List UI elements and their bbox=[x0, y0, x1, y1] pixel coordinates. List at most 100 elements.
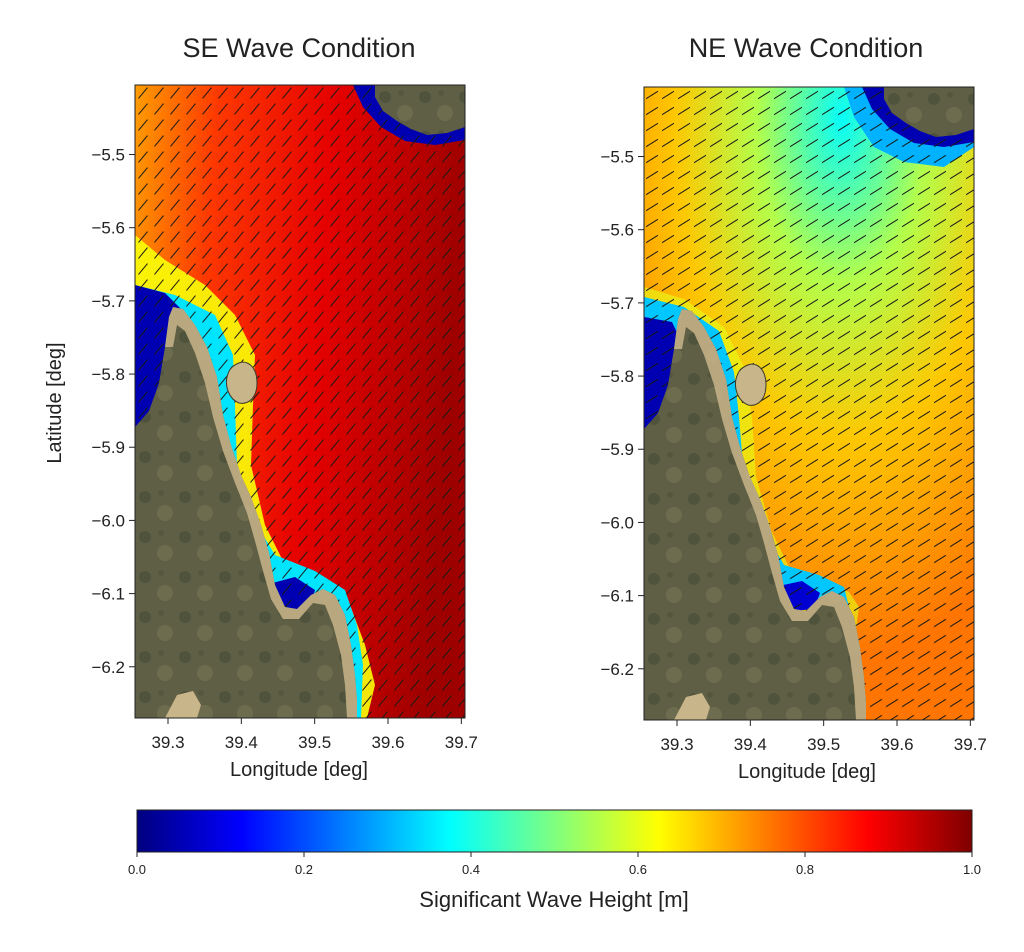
arrow-mark bbox=[410, 231, 420, 243]
arrow-mark bbox=[426, 279, 436, 291]
arrow-mark bbox=[901, 490, 915, 500]
arrow-mark bbox=[314, 519, 324, 531]
arrow-mark bbox=[282, 359, 292, 371]
arrow-mark bbox=[901, 346, 915, 356]
arrow-mark bbox=[394, 695, 404, 707]
arrow-mark bbox=[298, 199, 308, 211]
arrow-mark bbox=[442, 599, 452, 611]
arrow-mark bbox=[314, 87, 324, 99]
arrow-mark bbox=[805, 218, 819, 228]
x-tick-label: 39.6 bbox=[880, 735, 913, 754]
arrow-mark bbox=[394, 247, 404, 259]
arrow-mark bbox=[837, 538, 851, 548]
arrow-mark bbox=[805, 586, 819, 596]
arrow-mark bbox=[410, 295, 420, 307]
arrow-mark bbox=[250, 391, 260, 403]
arrow-mark bbox=[725, 330, 739, 340]
arrow-mark bbox=[218, 311, 228, 323]
arrow-mark bbox=[458, 665, 465, 675]
arrow-mark bbox=[869, 602, 883, 612]
arrow-mark bbox=[789, 314, 803, 324]
arrow-mark bbox=[266, 263, 276, 275]
arrow-mark bbox=[949, 234, 963, 244]
arrow-mark bbox=[917, 698, 931, 708]
arrow-mark bbox=[394, 263, 404, 275]
arrow-mark bbox=[250, 167, 260, 179]
arrow-mark bbox=[821, 202, 835, 212]
arrow-mark bbox=[885, 170, 899, 180]
arrow-mark bbox=[314, 359, 324, 371]
arrow-mark bbox=[362, 407, 372, 419]
arrow-mark bbox=[362, 615, 372, 627]
arrow-mark bbox=[426, 215, 436, 227]
arrow-mark bbox=[853, 218, 867, 228]
arrow-mark bbox=[917, 442, 931, 452]
arrow-mark bbox=[426, 375, 436, 387]
arrow-mark bbox=[346, 503, 356, 515]
arrow-mark bbox=[677, 106, 691, 116]
arrow-mark bbox=[933, 458, 947, 468]
arrow-mark bbox=[138, 263, 148, 275]
arrow-mark bbox=[362, 215, 372, 227]
offshore-island bbox=[735, 363, 767, 406]
y-tick-label: −5.5 bbox=[600, 148, 634, 167]
arrow-mark bbox=[741, 90, 755, 100]
arrow-mark bbox=[298, 359, 308, 371]
arrow-mark bbox=[218, 135, 228, 147]
arrow-mark bbox=[330, 151, 340, 163]
arrow-mark bbox=[789, 442, 803, 452]
arrow-mark bbox=[458, 137, 465, 147]
arrow-mark bbox=[346, 167, 356, 179]
arrow-mark bbox=[282, 135, 292, 147]
arrow-mark bbox=[661, 218, 675, 228]
arrow-mark bbox=[837, 362, 851, 372]
arrow-mark bbox=[917, 282, 931, 292]
coastline-land bbox=[644, 87, 974, 720]
arrow-mark bbox=[346, 199, 356, 211]
arrow-mark bbox=[426, 183, 436, 195]
arrow-mark bbox=[282, 439, 292, 451]
arrow-mark bbox=[661, 154, 675, 164]
arrow-mark bbox=[869, 490, 883, 500]
arrow-mark bbox=[394, 455, 404, 467]
arrow-mark bbox=[282, 327, 292, 339]
arrow-mark bbox=[837, 570, 851, 580]
arrow-mark bbox=[949, 170, 963, 180]
arrow-mark bbox=[362, 311, 372, 323]
arrow-mark bbox=[170, 247, 180, 259]
arrow-mark bbox=[442, 151, 452, 163]
arrow-mark bbox=[869, 394, 883, 404]
arrow-mark bbox=[202, 247, 212, 259]
arrow-mark bbox=[773, 442, 787, 452]
arrow-mark bbox=[917, 170, 931, 180]
arrow-mark bbox=[837, 522, 851, 532]
arrow-mark bbox=[789, 298, 803, 308]
arrow-mark bbox=[394, 215, 404, 227]
arrow-mark bbox=[394, 407, 404, 419]
arrow-mark bbox=[458, 441, 465, 451]
arrow-mark bbox=[693, 298, 707, 308]
arrow-mark bbox=[234, 167, 244, 179]
arrow-mark bbox=[458, 649, 465, 659]
arrow-mark bbox=[709, 250, 723, 260]
arrow-mark bbox=[741, 234, 755, 244]
arrow-mark bbox=[330, 103, 340, 115]
arrow-mark bbox=[901, 458, 915, 468]
arrow-mark bbox=[378, 215, 388, 227]
arrow-mark bbox=[933, 538, 947, 548]
arrow-mark bbox=[282, 503, 292, 515]
arrow-mark bbox=[282, 551, 292, 563]
arrow-mark bbox=[426, 583, 436, 595]
arrow-mark bbox=[410, 391, 420, 403]
arrow-mark bbox=[266, 119, 276, 131]
arrow-mark bbox=[789, 138, 803, 148]
arrow-mark bbox=[949, 538, 963, 548]
arrow-mark bbox=[250, 183, 260, 195]
arrow-mark bbox=[837, 394, 851, 404]
arrow-mark bbox=[282, 119, 292, 131]
arrow-mark bbox=[330, 183, 340, 195]
arrow-mark bbox=[426, 551, 436, 563]
arrow-mark bbox=[445, 711, 452, 718]
arrow-mark bbox=[458, 409, 465, 419]
arrow-mark bbox=[458, 233, 465, 243]
